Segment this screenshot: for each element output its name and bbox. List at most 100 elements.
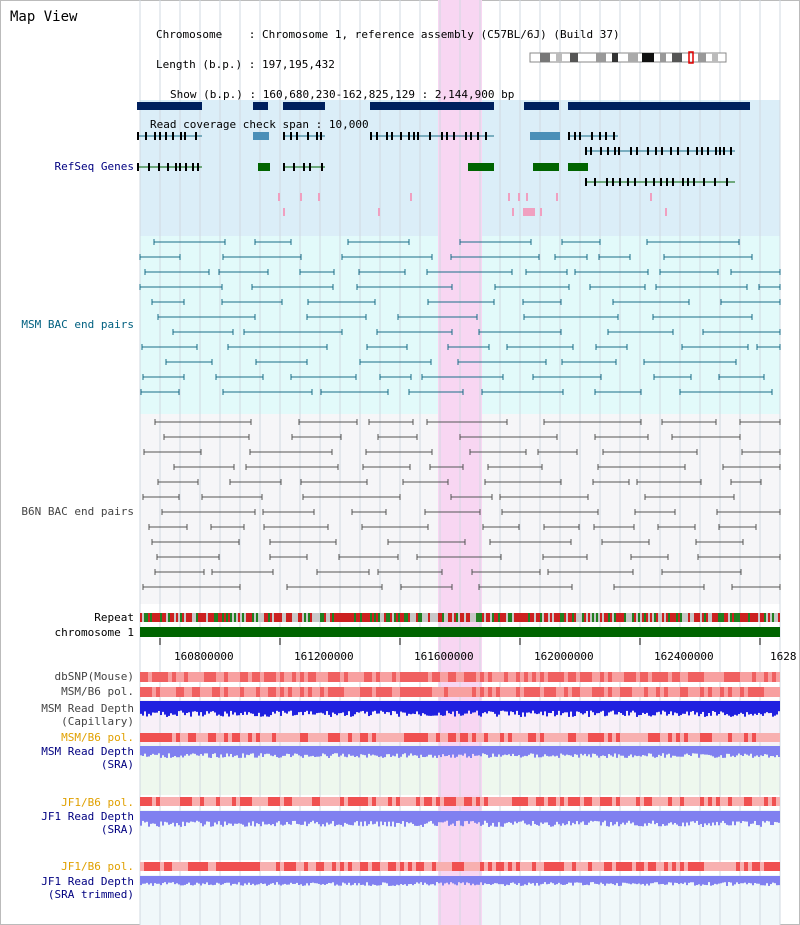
msm-depth-sra	[354, 746, 356, 757]
jf1-depth-sra	[692, 811, 694, 822]
repeat-element	[732, 613, 734, 622]
repeat-element	[604, 613, 606, 622]
repeat-element	[260, 613, 262, 622]
msm-depth-capillary	[468, 701, 470, 711]
track-label-msm-bac[interactable]: MSM BAC end pairs	[21, 318, 134, 331]
msm-b6-polymorphism-sra	[216, 733, 220, 742]
msm-depth-capillary	[668, 701, 670, 715]
jf1-depth-sra	[696, 811, 698, 821]
repeat-element	[490, 613, 492, 622]
msm-depth-sra	[586, 746, 588, 757]
msm-depth-capillary	[666, 701, 668, 716]
msm-depth-sra	[446, 746, 448, 756]
jf1-b6-polymorphism	[644, 797, 648, 806]
dbsnp-density	[204, 672, 208, 682]
gene-exon	[599, 132, 601, 140]
msm-depth-capillary	[150, 701, 152, 716]
jf1-b6-polymorphism-trimmed	[276, 862, 280, 871]
jf1-b6-polymorphism-trimmed	[332, 862, 336, 871]
jf1-depth-sra	[578, 811, 580, 825]
jf1-b6-polymorphism	[604, 797, 608, 806]
jf1-b6-polymorphism	[700, 797, 704, 806]
jf1-depth-trimmed	[406, 876, 408, 886]
msm-b6-polymorphism	[220, 687, 224, 697]
jf1-depth-trimmed	[682, 876, 684, 884]
msm-depth-capillary	[388, 701, 390, 713]
jf1-depth-sra	[482, 811, 484, 825]
dbsnp-density	[176, 672, 180, 682]
repeat-element	[420, 613, 422, 622]
jf1-depth-sra	[450, 811, 452, 825]
msm-depth-sra	[740, 746, 742, 756]
msm-depth-sra	[142, 746, 144, 756]
jf1-depth-sra	[484, 811, 486, 821]
msm-depth-capillary	[606, 701, 608, 716]
dbsnp-density	[656, 672, 660, 682]
jf1-b6-polymorphism-trimmed	[580, 862, 584, 871]
jf1-b6-polymorphism	[380, 797, 384, 806]
track-label-b6n-bac[interactable]: B6N BAC end pairs	[21, 505, 134, 518]
jf1-depth-trimmed	[494, 876, 496, 884]
track-label-refseq[interactable]: RefSeq Genes	[54, 160, 134, 173]
jf1-depth-trimmed	[756, 876, 758, 884]
msm-b6-polymorphism	[540, 687, 544, 697]
gene-exon	[591, 132, 593, 140]
msm-depth-capillary	[420, 701, 422, 716]
dbsnp-density	[772, 672, 776, 682]
jf1-b6-polymorphism	[716, 797, 720, 806]
msm-b6-polymorphism	[156, 687, 160, 697]
jf1-b6-polymorphism-trimmed	[204, 862, 208, 871]
jf1-depth-sra	[698, 811, 700, 825]
msm-depth-sra	[660, 746, 662, 756]
msm-b6-polymorphism-sra	[536, 733, 540, 742]
msm-depth-capillary	[500, 701, 502, 711]
msm-b6-polymorphism	[384, 687, 388, 697]
repeat-element	[480, 613, 482, 622]
refseq-mark	[300, 193, 302, 201]
gene-exon	[647, 147, 649, 155]
jf1-depth-sra	[244, 811, 246, 827]
msm-b6-polymorphism	[388, 687, 392, 697]
repeat-element	[422, 613, 424, 622]
msm-b6-polymorphism	[672, 687, 676, 697]
msm-b6-polymorphism-sra	[268, 733, 272, 742]
jf1-depth-sra	[172, 811, 174, 823]
msm-depth-sra	[598, 746, 600, 758]
jf1-depth-sra	[218, 811, 220, 822]
jf1-depth-trimmed	[614, 876, 616, 886]
msm-b6-polymorphism-sra	[292, 733, 296, 742]
jf1-depth-sra	[776, 811, 778, 823]
jf1-depth-sra	[280, 811, 282, 825]
dbsnp-density	[388, 672, 392, 682]
msm-b6-polymorphism-sra	[360, 733, 364, 742]
jf1-depth-trimmed	[394, 876, 396, 886]
repeat-element	[602, 613, 604, 622]
jf1-depth-trimmed	[586, 876, 588, 885]
jf1-b6-polymorphism	[204, 797, 208, 806]
msm-b6-polymorphism	[484, 687, 488, 697]
jf1-b6-polymorphism	[636, 797, 640, 806]
msm-b6-polymorphism-sra	[288, 733, 292, 742]
msm-b6-polymorphism	[448, 687, 452, 697]
jf1-depth-sra	[722, 811, 724, 821]
repeat-element	[140, 613, 142, 622]
msm-depth-capillary	[404, 701, 406, 713]
jf1-depth-trimmed	[296, 876, 298, 883]
repeat-element	[600, 613, 602, 622]
msm-depth-sra	[282, 746, 284, 756]
msm-b6-polymorphism	[512, 687, 516, 697]
msm-b6-polymorphism-sra	[752, 733, 756, 742]
jf1-depth-sra	[726, 811, 728, 825]
jf1-b6-polymorphism-trimmed	[532, 862, 536, 871]
msm-depth-capillary	[622, 701, 624, 715]
repeat-element	[292, 613, 294, 622]
jf1-b6-polymorphism-trimmed	[356, 862, 360, 871]
repeat-element	[638, 613, 640, 622]
msm-depth-sra	[328, 746, 330, 758]
ideogram-band	[660, 53, 666, 62]
msm-b6-polymorphism	[656, 687, 660, 697]
msm-b6-polymorphism	[712, 687, 716, 697]
jf1-depth-sra	[284, 811, 286, 825]
gene-block	[530, 132, 560, 140]
